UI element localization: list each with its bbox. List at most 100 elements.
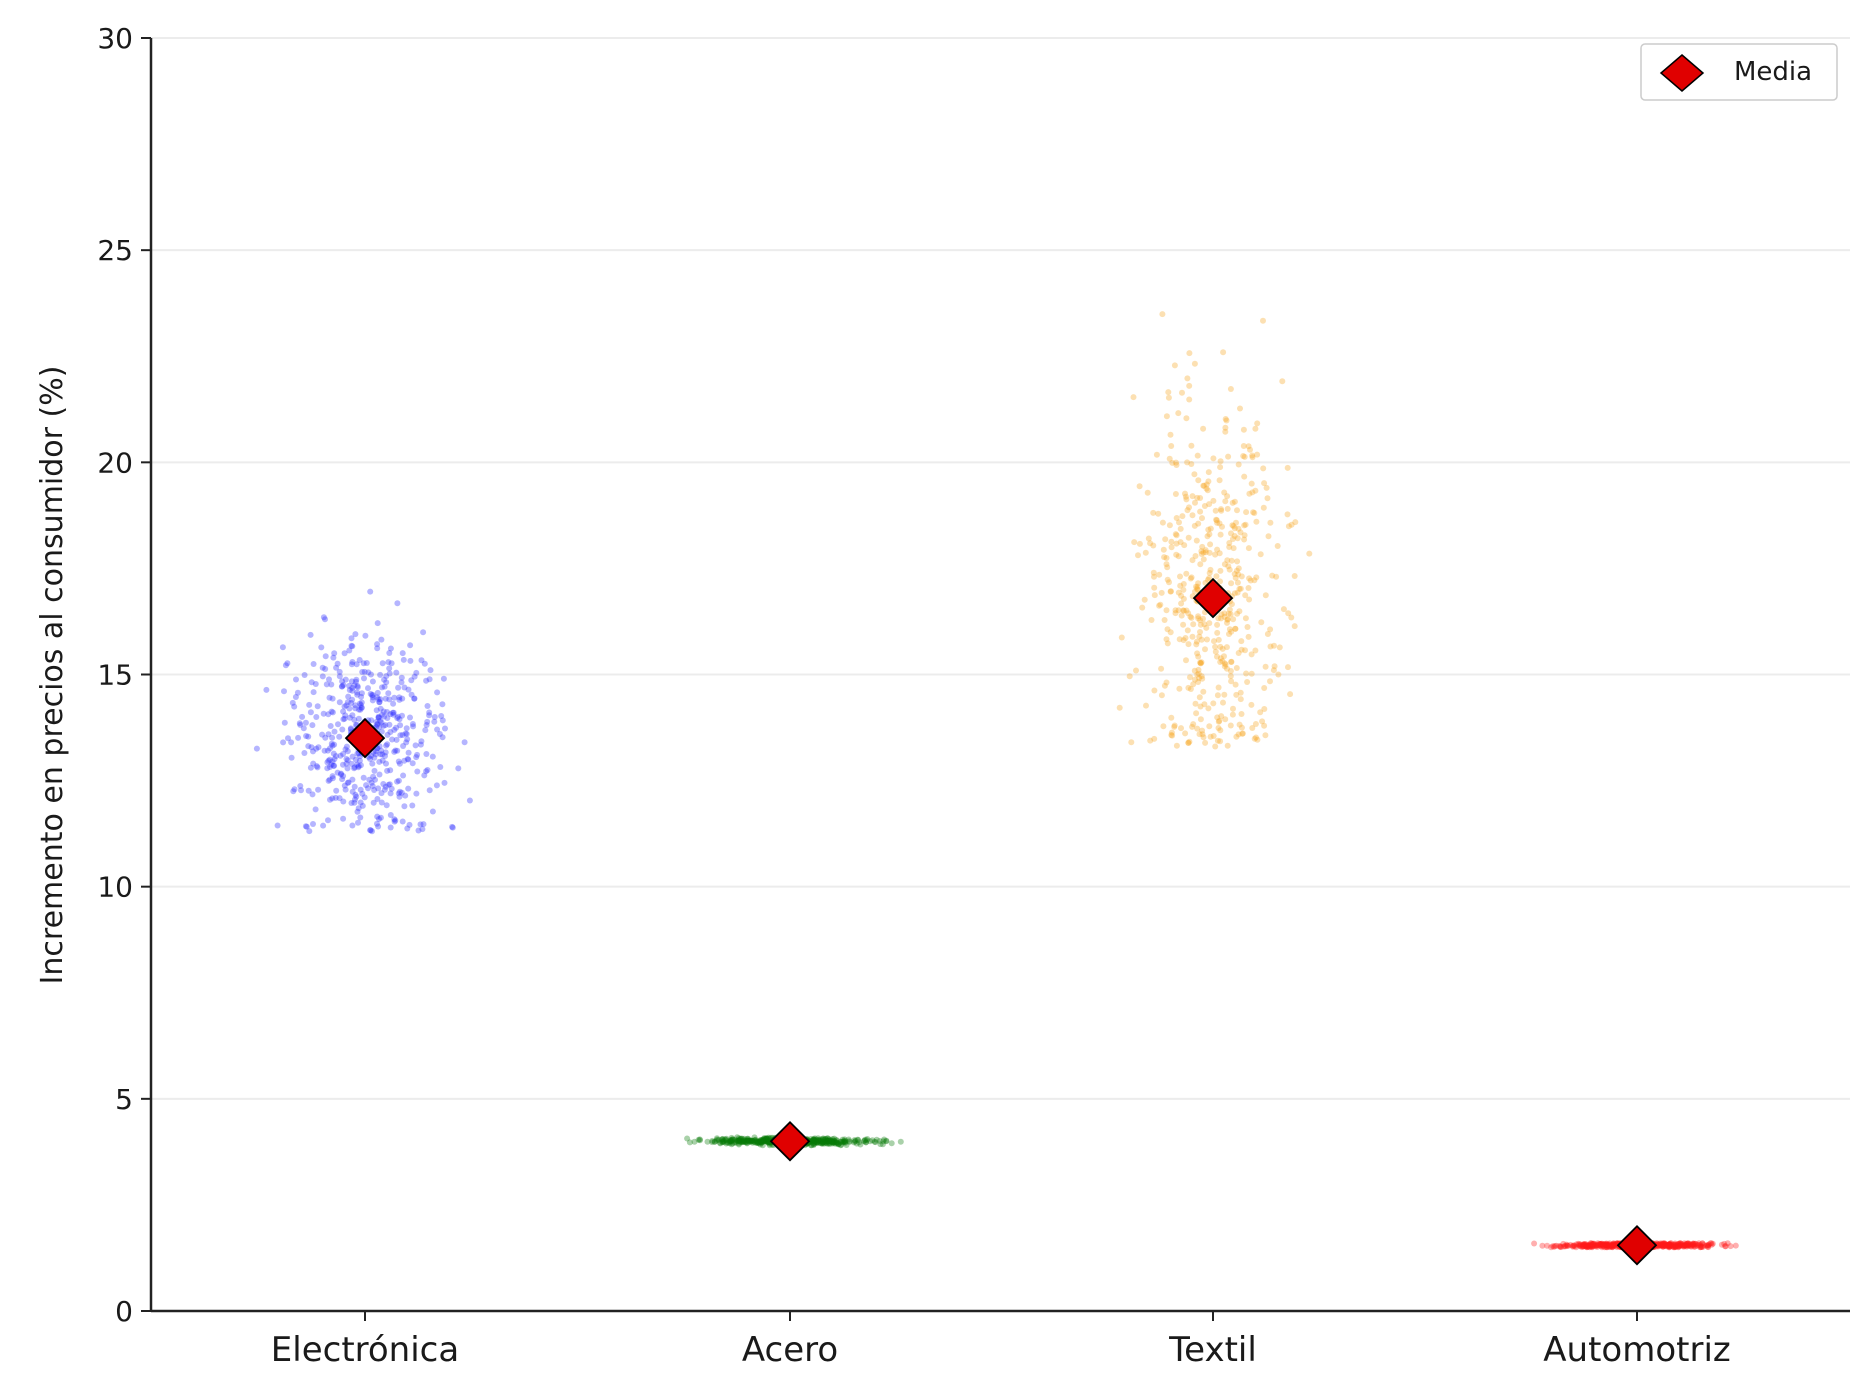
- data-point: [1235, 571, 1242, 578]
- data-point: [1204, 533, 1211, 540]
- data-point: [263, 686, 270, 693]
- data-point: [1171, 723, 1178, 730]
- data-point: [815, 1136, 822, 1143]
- data-point: [305, 733, 312, 740]
- data-point: [1688, 1241, 1695, 1248]
- data-point: [759, 1138, 766, 1145]
- data-point: [328, 708, 335, 715]
- data-point: [1732, 1242, 1739, 1249]
- data-point: [824, 1135, 831, 1142]
- data-point: [1684, 1240, 1691, 1247]
- data-point: [404, 736, 411, 743]
- data-point: [1213, 517, 1220, 524]
- data-point: [346, 714, 353, 721]
- data-point: [1211, 638, 1217, 645]
- data-point: [375, 714, 382, 721]
- data-point: [1199, 515, 1205, 522]
- data-point: [1141, 596, 1148, 603]
- data-point: [760, 1137, 767, 1144]
- data-point: [1670, 1241, 1677, 1248]
- data-point: [351, 682, 358, 689]
- data-point: [1203, 485, 1210, 492]
- data-point: [873, 1136, 880, 1143]
- data-point: [1667, 1241, 1674, 1248]
- data-point: [851, 1137, 858, 1144]
- data-point: [434, 689, 441, 696]
- data-point: [822, 1136, 829, 1143]
- data-point: [880, 1138, 887, 1145]
- data-point: [383, 679, 390, 686]
- data-point: [1183, 496, 1190, 503]
- data-point: [322, 666, 329, 672]
- data-point: [720, 1138, 727, 1144]
- data-point: [1590, 1240, 1597, 1247]
- data-point: [1700, 1243, 1707, 1250]
- data-point: [356, 757, 363, 764]
- data-point: [864, 1136, 871, 1142]
- data-point: [1665, 1242, 1671, 1249]
- data-point: [732, 1138, 739, 1145]
- data-point: [1163, 561, 1170, 568]
- data-point: [374, 689, 381, 696]
- data-point: [253, 745, 260, 752]
- data-point: [1662, 1241, 1669, 1248]
- data-point: [743, 1139, 750, 1146]
- data-point: [1166, 579, 1172, 586]
- data-point: [396, 694, 403, 701]
- data-point: [390, 700, 397, 707]
- data-point: [379, 757, 386, 764]
- data-point: [385, 781, 392, 788]
- data-point: [1197, 617, 1204, 624]
- data-point: [717, 1140, 724, 1147]
- data-point: [1675, 1244, 1682, 1251]
- data-point: [1228, 530, 1234, 537]
- data-point: [1585, 1243, 1592, 1250]
- data-point: [1264, 631, 1271, 637]
- data-point: [1188, 442, 1195, 449]
- data-point: [408, 691, 415, 698]
- data-point: [1656, 1242, 1663, 1249]
- data-point: [1594, 1240, 1601, 1247]
- data-point: [727, 1136, 734, 1143]
- data-point: [379, 751, 386, 758]
- data-point: [1667, 1242, 1674, 1249]
- data-point: [1655, 1241, 1662, 1248]
- data-point: [765, 1134, 772, 1141]
- data-point: [1657, 1240, 1664, 1247]
- data-point: [1192, 676, 1198, 683]
- data-point: [883, 1138, 890, 1145]
- data-point: [1151, 687, 1158, 694]
- data-point: [841, 1136, 848, 1143]
- data-point: [1241, 532, 1248, 539]
- data-point: [808, 1138, 815, 1144]
- data-point: [344, 699, 351, 706]
- data-point: [1173, 515, 1180, 521]
- data-point: [1235, 525, 1242, 532]
- data-point: [734, 1137, 741, 1144]
- data-point: [1157, 601, 1164, 608]
- x-ticks: Electrónica Acero Textil Automotriz: [271, 1311, 1731, 1370]
- data-point: [1197, 629, 1203, 635]
- data-point: [1144, 489, 1151, 496]
- data-point: [1666, 1243, 1673, 1250]
- data-point: [1563, 1241, 1570, 1248]
- data-point: [830, 1139, 837, 1146]
- data-point: [407, 642, 414, 649]
- data-point: [308, 744, 315, 751]
- data-point: [1222, 416, 1229, 422]
- data-point: [1206, 620, 1213, 627]
- data-point: [741, 1135, 748, 1142]
- data-point: [1213, 573, 1220, 580]
- data-point: [1206, 570, 1213, 576]
- data-point: [1228, 628, 1235, 635]
- data-point: [1692, 1243, 1698, 1250]
- data-point: [1221, 653, 1227, 660]
- data-point: [392, 817, 399, 824]
- data-point: [1585, 1242, 1591, 1249]
- data-point: [417, 821, 424, 828]
- data-point: [1191, 522, 1198, 529]
- data-point: [763, 1138, 770, 1144]
- data-point: [1593, 1242, 1600, 1249]
- data-point: [826, 1140, 833, 1146]
- data-point: [1232, 681, 1239, 688]
